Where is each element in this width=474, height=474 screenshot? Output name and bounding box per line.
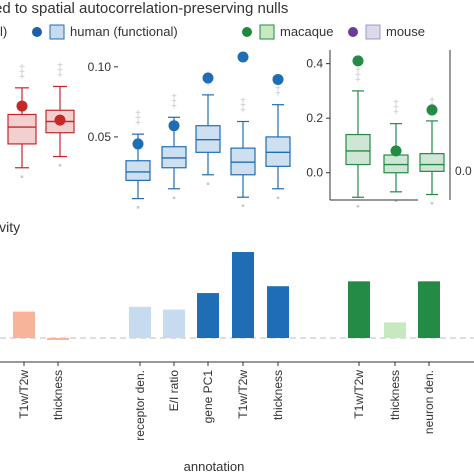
legend-human-dot <box>32 27 42 37</box>
y-tick-label: 0.10 <box>88 60 112 74</box>
y-tick-label: 0.0 <box>306 166 323 180</box>
outlier-mark: + <box>135 113 141 124</box>
outlier-mark: + <box>393 98 399 109</box>
legend-macaque-dot <box>242 27 252 37</box>
box <box>7 113 37 145</box>
panel-bars: T1w/T2w thickness receptor den. E/I ratio ge… <box>13 252 440 441</box>
outlier-mark: ▪ <box>172 193 176 204</box>
observed-point <box>54 114 66 126</box>
observed-point <box>426 104 438 116</box>
outlier-mark: ▪ <box>241 201 245 212</box>
x-tick-label: T1w/T2w <box>17 370 31 419</box>
outlier-mark: + <box>275 89 281 100</box>
outlier-mark: + <box>240 105 246 116</box>
x-tick-label: T1w/T2w <box>352 370 366 419</box>
outlier-mark: + <box>171 96 177 107</box>
outlier-mark: ▪ <box>394 196 398 207</box>
y-tick-label: 0.2 <box>306 111 323 125</box>
bar <box>348 281 370 338</box>
y-tick-label: 0.05 <box>88 130 112 144</box>
observed-point <box>237 51 249 63</box>
outlier-mark: + <box>355 75 361 86</box>
legend-label-human: human (functional) <box>70 24 178 39</box>
box <box>195 125 221 153</box>
legend-macaque-box <box>259 24 275 40</box>
outlier-mark: + <box>135 108 141 119</box>
outlier-mark: + <box>135 118 141 129</box>
x-axis-label: annotation <box>184 459 245 474</box>
box <box>125 160 151 181</box>
bar <box>418 281 440 338</box>
panel-blue-boxplots: 0.050.10+++▪+++▪+++▪+++▪+++▪ <box>88 51 291 214</box>
panel-b-label: ivity <box>0 219 20 235</box>
outlier-mark: + <box>57 70 63 81</box>
outlier-mark: ▪ <box>136 203 140 214</box>
observed-point <box>272 73 284 85</box>
box <box>419 153 445 172</box>
legend-mouse-box <box>365 24 381 40</box>
box <box>265 136 291 167</box>
outlier-mark: + <box>393 103 399 114</box>
box <box>345 133 371 166</box>
legend-mouse-dot <box>348 27 358 37</box>
outlier-mark: + <box>355 70 361 81</box>
outlier-mark: + <box>275 84 281 95</box>
box <box>230 147 256 176</box>
legend-label-partial: l) <box>0 24 7 39</box>
outlier-mark: + <box>19 62 25 73</box>
outlier-mark: + <box>19 72 25 83</box>
panel-red-boxplots: +++▪+++▪ <box>7 60 75 183</box>
outlier-mark: + <box>171 91 177 102</box>
outlier-mark: ▪ <box>430 199 434 210</box>
bar <box>47 338 69 340</box>
outlier-mark: + <box>57 65 63 76</box>
x-tick-label: thickness <box>388 370 402 420</box>
x-tick-label: E/I ratio <box>167 370 181 412</box>
bar <box>232 252 254 338</box>
x-tick-label: thickness <box>51 370 65 420</box>
outlier-mark: + <box>240 100 246 111</box>
legend: l) human (functional) macaque mouse <box>0 24 425 40</box>
bar <box>197 293 219 338</box>
chart-title: ed to spatial autocorrelation-preserving… <box>0 0 288 17</box>
y-tick-label: 0.4 <box>306 57 323 71</box>
x-tick-label: receptor den. <box>133 370 147 441</box>
outlier-mark: + <box>205 79 211 90</box>
x-tick-label: T1w/T2w <box>236 370 250 419</box>
observed-point <box>390 145 402 157</box>
outlier-mark: + <box>355 65 361 76</box>
outlier-mark: ▪ <box>276 193 280 204</box>
observed-point <box>352 55 364 67</box>
outlier-mark: + <box>57 60 63 71</box>
outlier-mark: + <box>171 101 177 112</box>
x-tick-label: neuron den. <box>422 370 436 434</box>
outlier-mark: ▪ <box>206 179 210 190</box>
legend-human-box <box>49 24 65 40</box>
observed-point <box>132 138 144 150</box>
legend-label-mouse: mouse <box>386 24 425 39</box>
outlier-mark: ▪ <box>356 201 360 212</box>
outlier-mark: + <box>240 95 246 106</box>
bar <box>13 311 35 338</box>
bar <box>384 322 406 338</box>
bar <box>267 286 289 338</box>
legend-label-macaque: macaque <box>280 24 333 39</box>
bar <box>129 306 151 338</box>
box <box>161 146 187 169</box>
outlier-mark: ▪ <box>58 161 62 172</box>
outlier-mark: + <box>429 95 435 106</box>
panel-green-boxplots: 0.00.20.4+++▪+++▪+++▪ <box>306 55 445 212</box>
partial-tick-label: 0.0 <box>455 164 472 178</box>
x-tick-label: thickness <box>271 370 285 420</box>
observed-point <box>168 120 180 132</box>
outlier-mark: + <box>393 108 399 119</box>
outlier-mark: + <box>19 67 25 78</box>
x-tick-label: gene PC1 <box>201 370 215 424</box>
observed-point <box>202 72 214 84</box>
observed-point <box>16 100 28 112</box>
bar <box>163 309 185 338</box>
outlier-mark: ▪ <box>20 172 24 183</box>
